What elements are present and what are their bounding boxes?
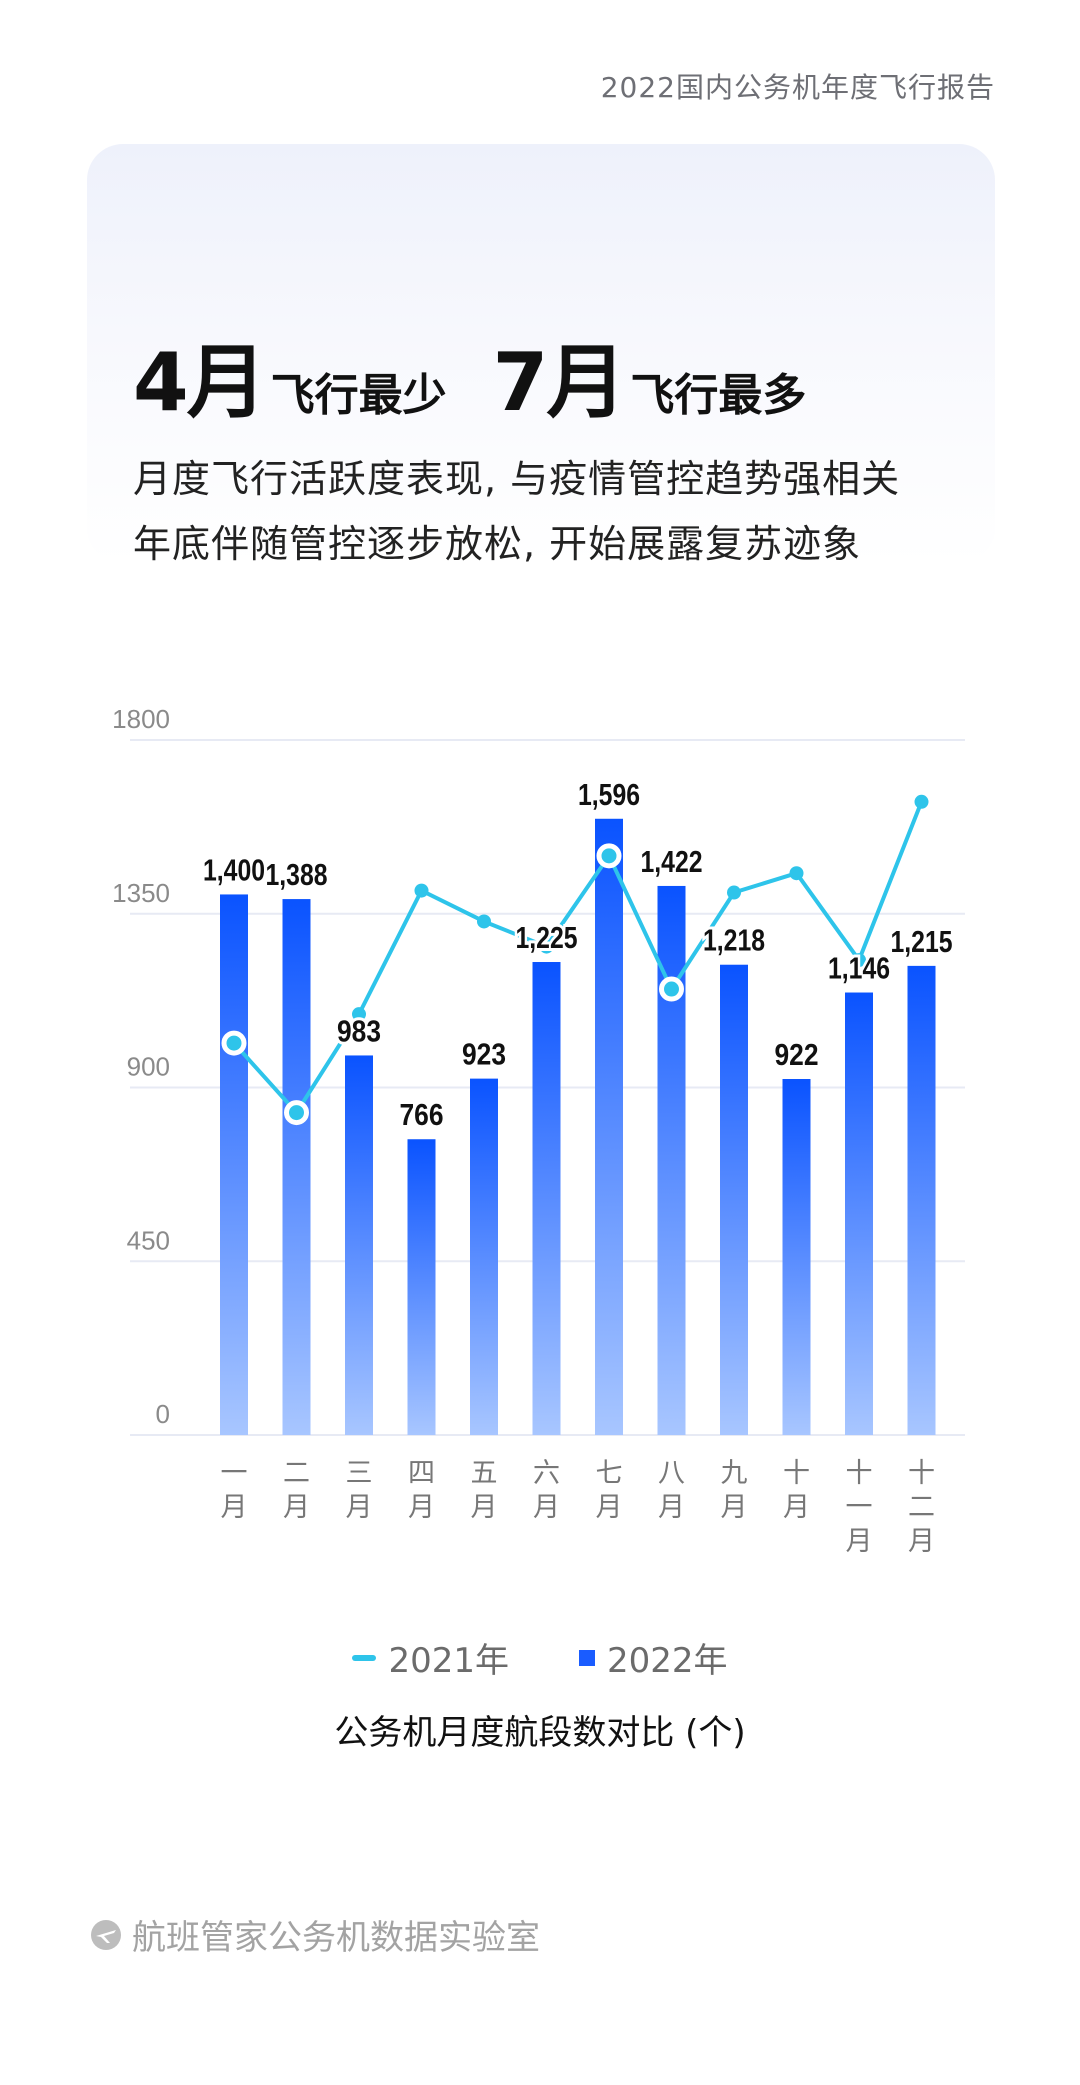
x-tick-label: 六月 xyxy=(533,1458,560,1523)
bar-value-label: 983 xyxy=(337,1013,381,1048)
bar-2022 xyxy=(845,992,873,1435)
bar-2022 xyxy=(470,1078,498,1435)
bar-value-label: 1,225 xyxy=(516,920,578,955)
point-2021 xyxy=(221,1030,247,1056)
x-tick-label: 十月 xyxy=(783,1458,810,1523)
x-tick-label: 三月 xyxy=(346,1458,373,1523)
x-tick-label: 八月 xyxy=(658,1458,685,1523)
legend-item-2021: 2021年 xyxy=(352,1633,509,1682)
point-2021 xyxy=(414,883,429,898)
point-2021 xyxy=(852,953,866,968)
bar-value-label: 923 xyxy=(462,1037,506,1072)
airplane-logo-icon xyxy=(91,1919,121,1950)
point-2021 xyxy=(477,914,491,929)
description-line-1: 月度飞行活跃度表现, 与疫情管控趋势强相关 xyxy=(133,457,901,501)
line-2021 xyxy=(232,801,924,1115)
max-text: 飞行最多 xyxy=(630,370,807,421)
bar-value-label: 1,215 xyxy=(891,924,953,959)
bar-2022 xyxy=(407,1139,436,1435)
bar-2022 xyxy=(282,899,311,1435)
report-title: 2022国内公务机年度飞行报告 xyxy=(600,71,995,104)
footer: 航班管家公务机数据实验室 xyxy=(90,1910,540,1959)
legend-line-marker xyxy=(352,1654,377,1661)
min-month: 4月 xyxy=(133,336,267,429)
bar-2022 xyxy=(220,894,248,1435)
x-tick-label: 七月 xyxy=(596,1458,623,1523)
y-tick-label: 1800 xyxy=(112,704,170,734)
legend-label-2021: 2021年 xyxy=(388,1641,509,1681)
chart-legend: 2021年 2022年 xyxy=(0,1633,1080,1682)
headline: 4月 飞行最少 7月 飞行最多 xyxy=(133,318,806,434)
y-tick-label: 0 xyxy=(156,1399,170,1429)
x-tick-label: 五月 xyxy=(471,1458,498,1523)
bar-value-label: 766 xyxy=(400,1097,444,1132)
min-text: 飞行最少 xyxy=(270,370,447,421)
chart-title: 公务机月度航段数对比 (个) xyxy=(334,1713,746,1753)
footer-text: 航班管家公务机数据实验室 xyxy=(132,1918,540,1958)
bar-value-label: 1,400 xyxy=(203,852,265,887)
point-2021 xyxy=(659,976,684,1002)
summary-card xyxy=(87,144,995,564)
bar-value-label: 922 xyxy=(775,1037,819,1072)
bar-2022 xyxy=(345,1055,373,1435)
point-2021 xyxy=(596,843,622,869)
point-2021 xyxy=(352,1007,366,1022)
bar-value-label: 1,388 xyxy=(266,857,328,892)
bar-2022 xyxy=(782,1079,811,1435)
legend-bar-marker xyxy=(579,1649,595,1666)
x-tick-label: 十一月 xyxy=(846,1458,873,1557)
bar-value-label: 1,422 xyxy=(641,844,703,879)
max-month: 7月 xyxy=(492,336,627,429)
bar-value-label: 1,596 xyxy=(578,777,640,812)
x-tick-label: 十二月 xyxy=(908,1458,935,1557)
point-2021 xyxy=(914,794,929,809)
y-tick-label: 1350 xyxy=(112,878,170,908)
x-tick-label: 一月 xyxy=(221,1458,248,1523)
y-tick-label: 900 xyxy=(127,1052,170,1082)
bar-2022 xyxy=(595,818,623,1435)
bar-2022 xyxy=(720,964,748,1435)
bar-2022 xyxy=(532,962,561,1435)
description-line-2: 年底伴随管控逐步放松, 开始展露复苏迹象 xyxy=(133,522,862,566)
bar-2022 xyxy=(907,965,936,1435)
x-tick-label: 九月 xyxy=(721,1458,748,1523)
point-2021 xyxy=(284,1100,309,1126)
bar-value-label: 1,146 xyxy=(828,951,890,986)
y-tick-label: 450 xyxy=(127,1225,170,1255)
point-2021 xyxy=(727,885,741,900)
point-2021 xyxy=(789,866,804,881)
x-tick-label: 二月 xyxy=(283,1458,310,1523)
monthly-flights-chart: 0 450 900 1350 1800 1,400 1,388 983 766 923 1,225… xyxy=(112,704,965,1557)
legend-item-2022: 2022年 xyxy=(579,1633,728,1682)
x-tick-label: 四月 xyxy=(408,1458,435,1523)
bar-value-label: 1,218 xyxy=(703,923,765,958)
legend-label-2022: 2022年 xyxy=(607,1641,728,1681)
point-2021 xyxy=(539,939,554,954)
